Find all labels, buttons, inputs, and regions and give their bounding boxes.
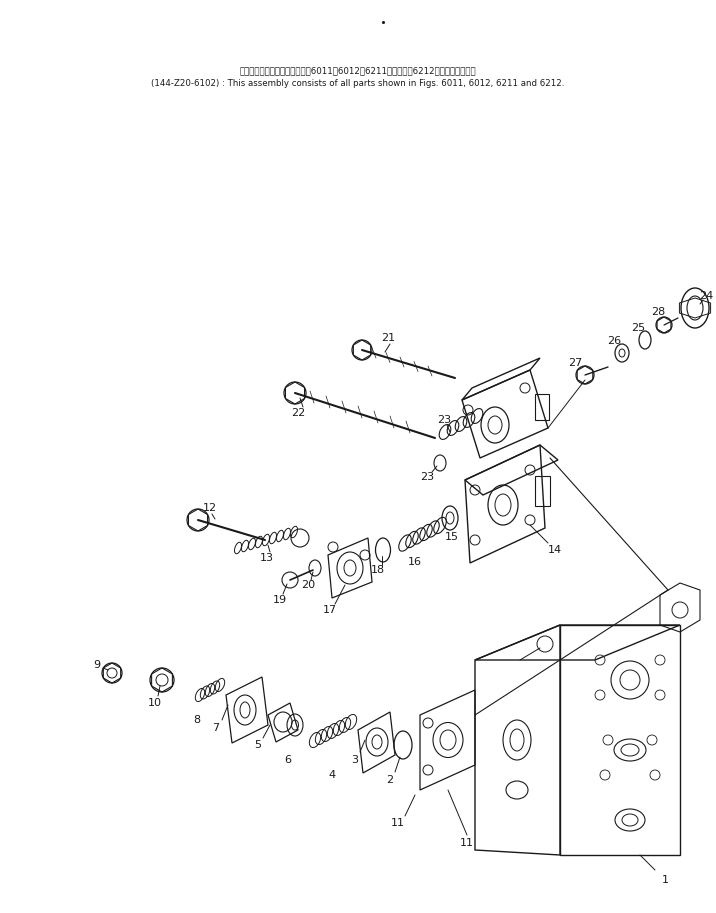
Text: 11: 11: [460, 838, 474, 848]
Bar: [535, 394, 549, 420]
Text: 11: 11: [391, 818, 405, 828]
Text: 23: 23: [420, 472, 434, 482]
Text: 17: 17: [323, 605, 337, 615]
Text: 1: 1: [662, 875, 669, 885]
Text: 4: 4: [329, 770, 336, 780]
Text: 12: 12: [203, 503, 217, 513]
Text: 14: 14: [548, 545, 562, 555]
Text: 3: 3: [352, 755, 359, 765]
Text: このアセンブリの構成部品は囷6011、6012、6211図および囷6212図まで含みます．: このアセンブリの構成部品は囷6011、6012、6211図および囷6212図まで…: [240, 67, 476, 76]
Text: 10: 10: [148, 698, 162, 708]
Text: 22: 22: [291, 408, 305, 418]
Text: 21: 21: [381, 333, 395, 343]
Text: 26: 26: [607, 336, 621, 346]
Text: 6: 6: [284, 755, 291, 765]
Text: 15: 15: [445, 532, 459, 542]
Text: (144-Z20-6102) : This assembly consists of all parts shown in Figs. 6011, 6012, : (144-Z20-6102) : This assembly consists …: [151, 79, 565, 88]
Bar: [535, 476, 550, 506]
Text: 18: 18: [371, 565, 385, 575]
Text: 5: 5: [254, 740, 261, 750]
Text: 27: 27: [568, 358, 582, 368]
Text: 8: 8: [193, 715, 200, 725]
Text: 25: 25: [631, 323, 645, 333]
Text: 13: 13: [260, 553, 274, 563]
Text: 20: 20: [301, 580, 315, 590]
Text: 23: 23: [437, 415, 451, 425]
Text: 9: 9: [93, 660, 100, 670]
Text: 24: 24: [699, 291, 713, 301]
Text: 2: 2: [387, 775, 394, 785]
Text: 7: 7: [213, 723, 220, 733]
Text: 19: 19: [273, 595, 287, 605]
Text: 28: 28: [651, 307, 665, 317]
Text: 16: 16: [408, 557, 422, 567]
